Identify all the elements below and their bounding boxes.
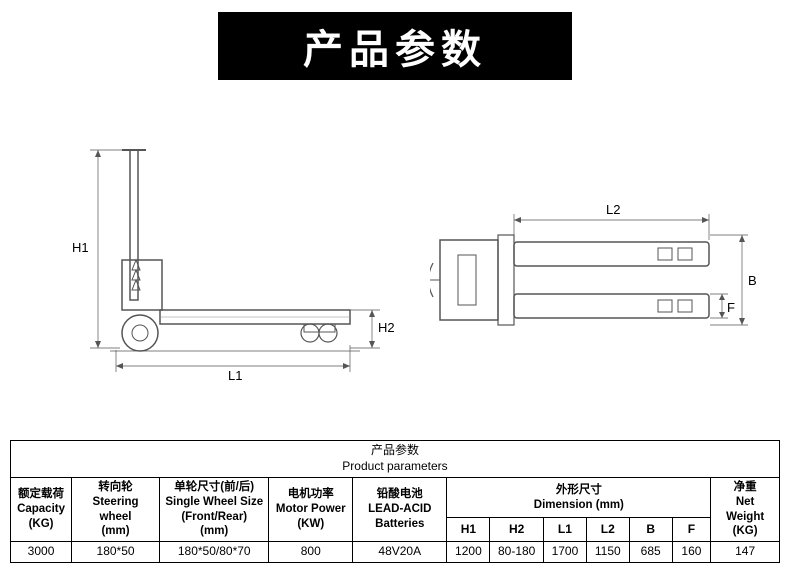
title-banner: 产品参数 <box>218 12 572 80</box>
sub-l2: L2 <box>586 518 629 542</box>
cell-steering: 180*50 <box>72 542 160 563</box>
label-b: B <box>748 273 757 288</box>
sub-b: B <box>629 518 672 542</box>
label-h2: H2 <box>378 320 395 335</box>
diagram-area: H1 H2 L1 <box>20 120 770 420</box>
label-l2: L2 <box>606 202 620 217</box>
sub-h1: H1 <box>447 518 490 542</box>
table-caption: 产品参数 Product parameters <box>11 441 780 477</box>
label-l1: L1 <box>228 368 242 383</box>
cell-l1: 1700 <box>543 542 586 563</box>
cell-f: 160 <box>672 542 711 563</box>
cell-capacity: 3000 <box>11 542 72 563</box>
sub-l1: L1 <box>543 518 586 542</box>
col-motor: 电机功率 Motor Power (KW) <box>269 477 353 542</box>
sub-h2: H2 <box>490 518 544 542</box>
cell-weight: 147 <box>711 542 780 563</box>
col-dimension: 外形尺寸 Dimension (mm) <box>447 477 711 518</box>
cell-h2: 80-180 <box>490 542 544 563</box>
cell-motor: 800 <box>269 542 353 563</box>
figure-top-view: L2 B F <box>430 200 760 360</box>
cell-battery: 48V20A <box>353 542 447 563</box>
cell-wheel: 180*50/80*70 <box>160 542 269 563</box>
cell-h1: 1200 <box>447 542 490 563</box>
label-h1: H1 <box>72 240 89 255</box>
cell-l2: 1150 <box>586 542 629 563</box>
label-f: F <box>727 300 735 315</box>
table-row: 3000 180*50 180*50/80*70 800 48V20A 1200… <box>11 542 780 563</box>
col-capacity: 额定载荷 Capacity (KG) <box>11 477 72 542</box>
col-wheel: 单轮尺寸(前/后) Single Wheel Size (Front/Rear)… <box>160 477 269 542</box>
figure-side-view: H1 H2 L1 <box>60 140 400 380</box>
col-battery: 铅酸电池 LEAD-ACID Batteries <box>353 477 447 542</box>
col-steering: 转向轮 Steering wheel (mm) <box>72 477 160 542</box>
col-weight: 净重 Net Weight (KG) <box>711 477 780 542</box>
parameters-table: 产品参数 Product parameters 额定载荷 Capacity (K… <box>10 440 780 563</box>
banner-title: 产品参数 <box>303 17 487 75</box>
sub-f: F <box>672 518 711 542</box>
cell-b: 685 <box>629 542 672 563</box>
